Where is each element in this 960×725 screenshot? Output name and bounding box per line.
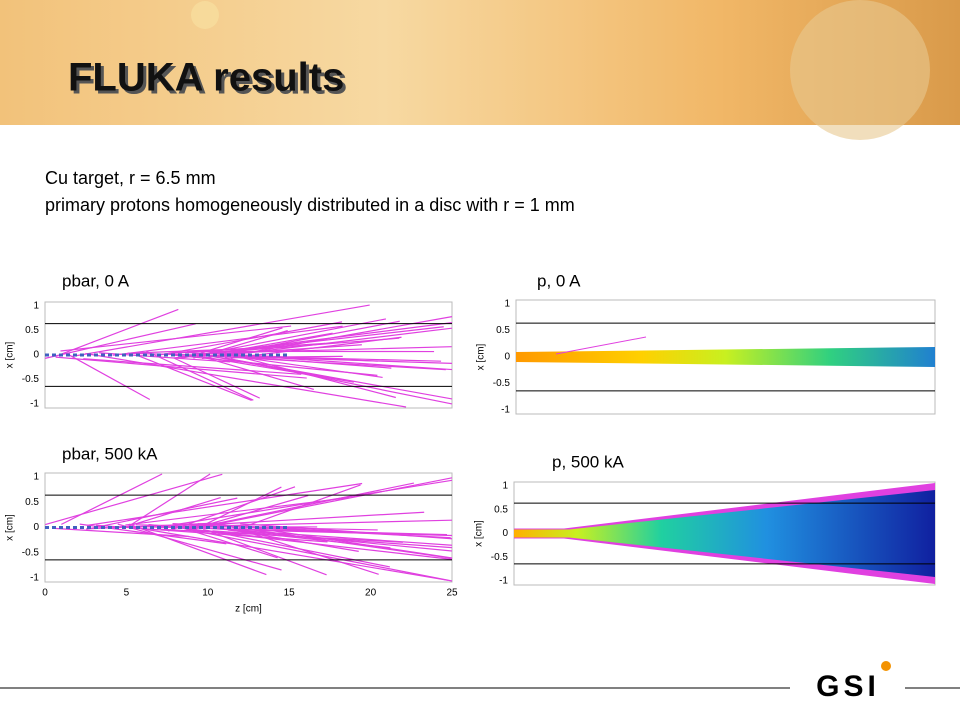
x-tick-label: 25 — [446, 588, 458, 599]
decor — [790, 0, 930, 140]
x-tick-label: 15 — [284, 588, 296, 599]
logo-dot — [881, 661, 891, 671]
y-tick-label: 0.5 — [25, 325, 39, 336]
y-tick-label: 0.5 — [496, 325, 510, 336]
y-tick-label: -0.5 — [491, 552, 509, 563]
y-axis-label: x [cm] — [476, 343, 487, 370]
y-tick-label: 0 — [502, 528, 508, 539]
y-axis-label: x [cm] — [5, 514, 16, 541]
x-axis-label: z [cm] — [235, 604, 262, 615]
y-tick-label: -1 — [499, 576, 508, 587]
panel-label: pbar, 500 kA — [62, 444, 158, 463]
y-axis-label: x [cm] — [5, 341, 16, 368]
panel-label: p, 0 A — [537, 271, 581, 290]
y-tick-label: 0 — [33, 522, 39, 533]
y-tick-label: 1 — [33, 472, 39, 483]
y-tick-label: 0 — [33, 350, 39, 361]
y-tick-label: 1 — [504, 299, 510, 310]
x-tick-label: 5 — [124, 588, 130, 599]
y-tick-label: -1 — [30, 573, 39, 584]
y-tick-label: -0.5 — [493, 378, 511, 389]
y-tick-label: 1 — [33, 301, 39, 312]
y-tick-label: -0.5 — [22, 547, 40, 558]
y-tick-label: 0.5 — [494, 504, 508, 515]
description: primary protons homogeneously distribute… — [45, 195, 575, 215]
plots: pbar, 0 A 1 0.5 0 -0.5 -1 x [cm] p, 0 A 1 0.5 0 -0.… — [5, 271, 935, 614]
y-tick-label: -1 — [30, 399, 39, 410]
decor — [191, 1, 219, 29]
y-axis-label: x [cm] — [474, 520, 485, 547]
panel-label: pbar, 0 A — [62, 271, 130, 290]
y-tick-label: -1 — [501, 405, 510, 416]
y-tick-label: -0.5 — [22, 374, 40, 385]
description: Cu target, r = 6.5 mm — [45, 168, 216, 188]
logo: GSI — [816, 670, 880, 703]
y-tick-label: 1 — [502, 481, 508, 492]
x-tick-label: 10 — [202, 588, 214, 599]
title: FLUKA results — [68, 56, 344, 100]
x-tick-label: 20 — [365, 588, 377, 599]
y-tick-label: 0 — [504, 352, 510, 363]
x-tick-label: 0 — [42, 588, 48, 599]
y-tick-label: 0.5 — [25, 497, 39, 508]
panel-label: p, 500 kA — [552, 452, 624, 471]
